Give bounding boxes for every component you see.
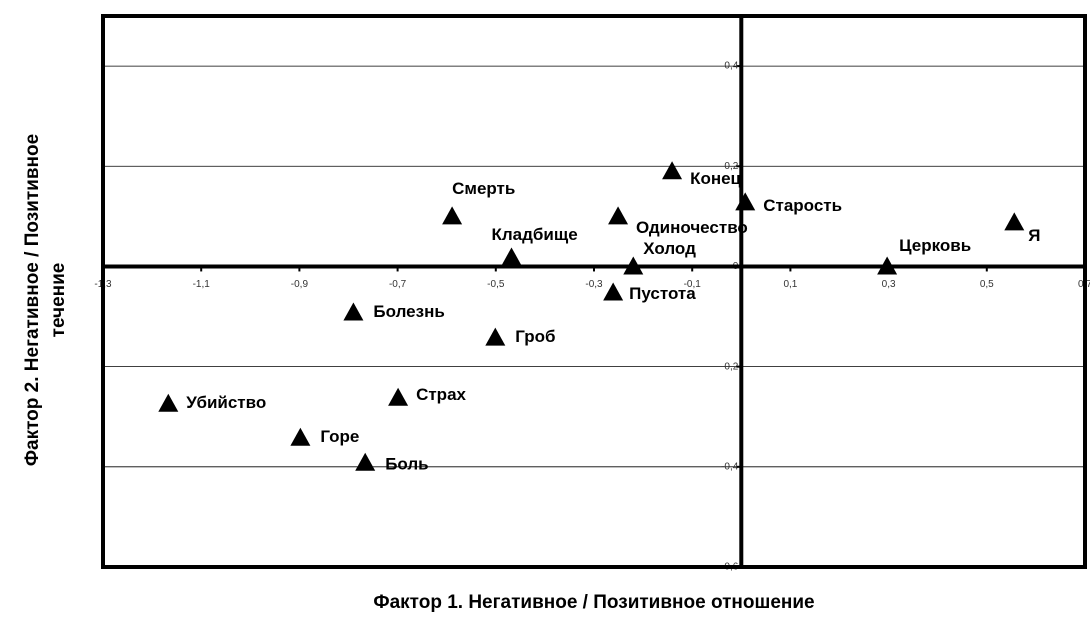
point-label: Я	[1028, 226, 1040, 245]
point-label: Одиночество	[636, 218, 748, 237]
point	[442, 206, 463, 225]
point-label: Смерть	[452, 179, 515, 198]
x-tick-label: -0,3	[585, 279, 603, 290]
point-label: Церковь	[899, 236, 971, 255]
point	[623, 256, 644, 275]
point-label: Боль	[385, 454, 428, 473]
y-tick-label: 0,2	[724, 161, 738, 172]
x-axis-title: Фактор 1. Негативное / Позитивное отноше…	[373, 592, 814, 613]
point-label: Болезнь	[373, 302, 444, 321]
x-tick-label: -0,5	[487, 279, 505, 290]
point-label: Пустота	[629, 284, 696, 303]
point-label: Холод	[643, 239, 696, 258]
x-tick-label: 0,5	[980, 279, 994, 290]
point	[662, 161, 683, 180]
point-label: Старость	[763, 196, 842, 215]
point	[735, 192, 756, 211]
point-label: Горе	[320, 427, 359, 446]
x-tick-label: -0,7	[389, 279, 407, 290]
point	[1004, 212, 1025, 231]
point	[608, 206, 629, 225]
y-axis-title-line: течение	[48, 263, 69, 338]
point	[388, 387, 409, 406]
plot-frame	[101, 14, 1087, 569]
point	[485, 327, 506, 346]
point	[501, 247, 522, 266]
point-label: Страх	[416, 385, 466, 404]
point	[355, 452, 376, 471]
point	[603, 282, 624, 301]
x-tick-label: -0,9	[291, 279, 309, 290]
x-tick-label: -1,1	[193, 279, 211, 290]
x-tick-label: 0,3	[882, 279, 896, 290]
point	[290, 427, 311, 446]
point-label: Гроб	[515, 327, 555, 346]
point	[343, 302, 364, 321]
x-tick-label: -0,1	[684, 279, 702, 290]
y-axis-title-line: Фактор 2. Негативное / Позитивное	[22, 134, 43, 466]
point-label: Кладбище	[492, 225, 578, 244]
point-label: Убийство	[186, 393, 266, 412]
y-tick-label: 0,4	[724, 61, 738, 72]
x-tick-label: 0,1	[783, 279, 797, 290]
point	[877, 256, 898, 275]
point-label: Конец	[690, 169, 741, 188]
point	[158, 393, 179, 412]
y-tick-label: -0,4	[721, 461, 739, 472]
y-tick-label: -0,2	[721, 361, 739, 372]
y-axis-title: Фактор 2. Негативное / Позитивное течени…	[22, 134, 69, 466]
